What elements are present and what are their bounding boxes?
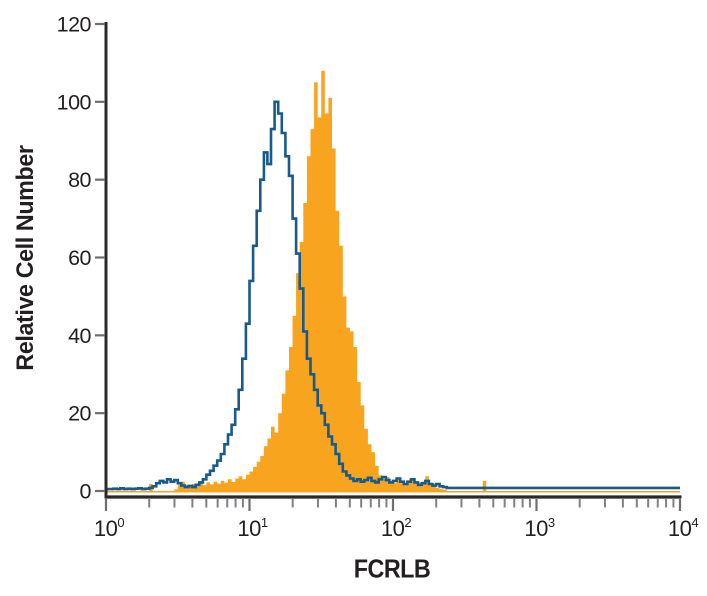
- x-axis-tick-label: 103: [524, 515, 554, 541]
- y-axis-tick-label: 80: [68, 168, 91, 192]
- y-axis-tick-label: 60: [68, 246, 91, 270]
- y-axis-tick-label: 120: [57, 13, 92, 37]
- y-axis-tick-label: 20: [68, 402, 91, 426]
- x-axis-tick-label: 101: [237, 515, 267, 541]
- series-filled-orange-histogram: [106, 70, 680, 493]
- y-axis-title: Relative Cell Number: [12, 145, 39, 371]
- x-axis-tick-label: 104: [668, 515, 698, 541]
- x-axis-title: FCRLB: [353, 553, 431, 584]
- y-axis-tick-label: 0: [80, 480, 92, 504]
- x-axis-tick-label: 102: [381, 515, 411, 541]
- y-axis-tick-label: 100: [57, 90, 92, 114]
- series-open-blue-histogram: [106, 100, 680, 491]
- y-axis-tick-label: 40: [68, 324, 91, 348]
- x-axis-tick-label: 100: [94, 515, 124, 541]
